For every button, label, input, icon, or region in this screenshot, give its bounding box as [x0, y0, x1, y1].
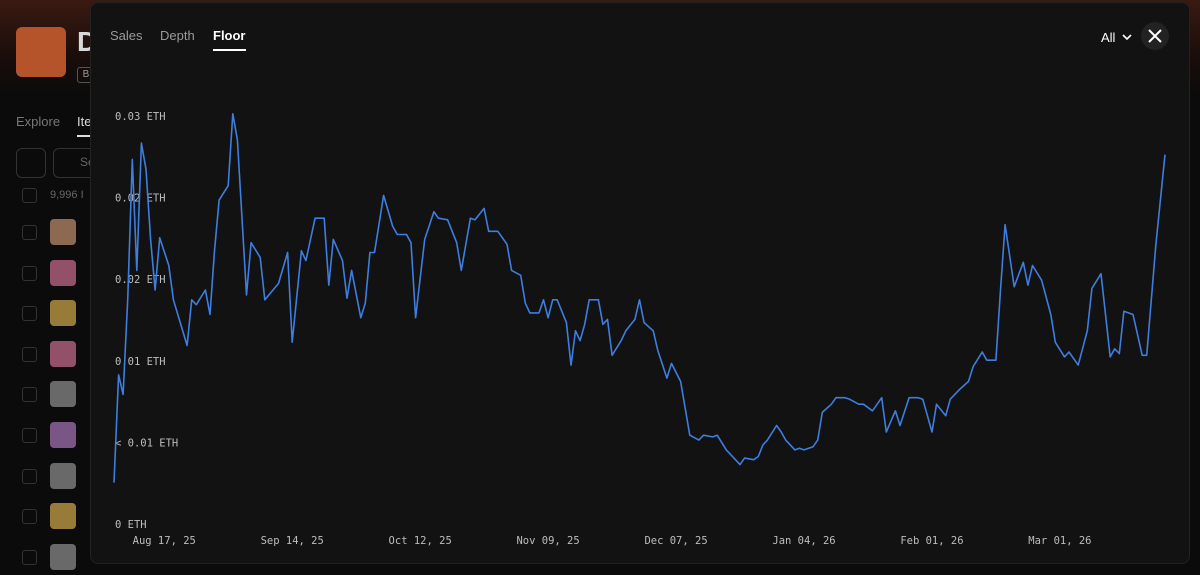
close-icon [1148, 29, 1162, 43]
checkbox[interactable] [22, 468, 37, 484]
y-tick-label: 0.02 ETH [115, 274, 166, 286]
x-tick-label: Feb 01, 26 [900, 535, 963, 547]
close-button[interactable] [1141, 22, 1169, 50]
filter-button[interactable] [16, 148, 46, 178]
floor-modal [90, 2, 1190, 564]
item-thumbnail [50, 462, 76, 489]
y-tick-label: < 0.01 ETH [115, 437, 178, 449]
checkbox[interactable] [22, 428, 37, 443]
checkbox[interactable] [22, 188, 37, 203]
checkbox[interactable] [22, 509, 37, 525]
checkbox[interactable] [22, 346, 37, 362]
y-tick-label: 0.01 ETH [115, 356, 166, 368]
item-thumbnail [50, 300, 76, 327]
x-tick-label: Aug 17, 25 [133, 535, 196, 547]
x-tick-label: Dec 07, 25 [644, 535, 707, 547]
collection-avatar [16, 27, 66, 77]
nav-tab[interactable]: Ite [77, 114, 92, 137]
checkbox[interactable] [22, 265, 37, 281]
tab[interactable]: Floor [213, 28, 246, 51]
checkbox[interactable] [22, 549, 37, 565]
nav-tab[interactable]: Explore [16, 114, 61, 129]
tab[interactable]: Sales [110, 28, 143, 43]
x-tick-label: Oct 12, 25 [389, 535, 452, 547]
floor-price-line [113, 113, 1166, 483]
item-thumbnail [50, 340, 76, 367]
x-tick-label: Jan 04, 26 [772, 535, 835, 547]
item-thumbnail [50, 219, 76, 245]
range-select[interactable]: All [1101, 30, 1116, 45]
x-tick-label: Nov 09, 25 [516, 535, 579, 547]
y-tick-label: 0.02 ETH [115, 193, 166, 205]
item-thumbnail [50, 381, 76, 408]
x-tick-label: Mar 01, 26 [1028, 535, 1091, 547]
tab[interactable]: Depth [160, 28, 195, 43]
y-tick-label: 0.03 ETH [115, 111, 166, 123]
item-thumbnail [50, 422, 76, 448]
item-thumbnail [50, 543, 76, 570]
x-tick-label: Sep 14, 25 [261, 535, 324, 547]
item-thumbnail [50, 259, 76, 286]
item-thumbnail [50, 503, 76, 530]
checkbox[interactable] [22, 387, 37, 403]
checkbox[interactable] [22, 225, 37, 240]
item-count: 9,996 I [50, 189, 84, 201]
checkbox[interactable] [22, 306, 37, 322]
chevron-icon [1122, 34, 1132, 41]
y-tick-label: 0 ETH [115, 519, 147, 531]
